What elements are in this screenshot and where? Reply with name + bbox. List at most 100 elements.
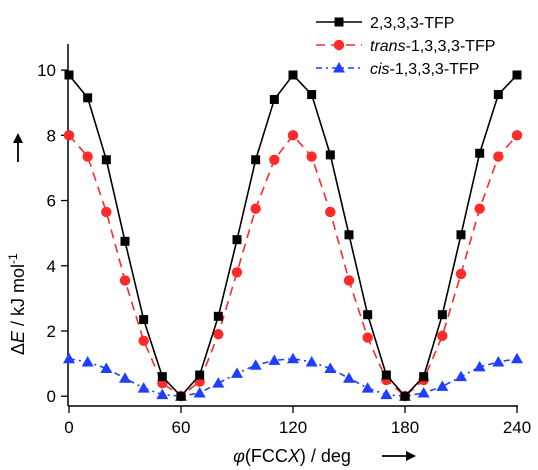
legend-entry: cis-1,3,3,3-TFP: [316, 61, 479, 78]
data-point: [361, 382, 374, 393]
data-point: [437, 330, 448, 342]
x-tick-label: 180: [391, 418, 419, 437]
data-point: [82, 151, 93, 162]
data-point: [333, 62, 345, 73]
data-point: [344, 230, 354, 240]
data-point: [400, 391, 410, 401]
data-point: [287, 130, 299, 141]
y-tick-label: 0: [47, 387, 56, 406]
data-point: [101, 206, 112, 218]
data-point: [231, 267, 243, 278]
data-point: [251, 155, 261, 165]
series-layer: [63, 70, 523, 402]
y-axis-label: ΔE / kJ mol-1: [6, 253, 28, 355]
data-point: [455, 268, 467, 280]
data-point: [325, 150, 335, 160]
data-point: [213, 311, 223, 321]
data-point: [456, 230, 466, 240]
data-point: [63, 352, 75, 364]
data-point: [63, 130, 75, 141]
data-point: [474, 203, 485, 214]
data-point: [81, 355, 94, 367]
data-point: [176, 391, 186, 401]
legend-entry: 2,3,3,3-TFP: [316, 15, 454, 32]
data-point: [287, 352, 299, 364]
data-point: [231, 367, 243, 378]
data-point: [249, 359, 262, 370]
data-point: [324, 362, 337, 373]
data-point: [120, 236, 130, 246]
data-point: [119, 372, 131, 383]
series-3: [63, 352, 523, 401]
data-point: [269, 94, 279, 104]
data-point: [333, 39, 345, 51]
data-point: [268, 354, 281, 365]
data-point: [137, 382, 150, 393]
data-point: [475, 148, 485, 158]
legend-label: trans-1,3,3,3-TFP: [370, 38, 495, 55]
x-axis-label: φ(FCCX) / deg: [233, 446, 351, 466]
y-tick-label: 2: [47, 322, 56, 341]
data-point: [417, 386, 430, 398]
data-point: [512, 70, 522, 80]
data-point: [363, 310, 373, 320]
data-point: [195, 370, 205, 380]
data-point: [101, 155, 111, 165]
x-tick-label: 0: [64, 418, 73, 437]
data-point: [250, 203, 261, 214]
data-point: [493, 151, 504, 162]
y-tick-label: 8: [47, 126, 56, 145]
data-point: [419, 372, 429, 382]
data-point: [213, 329, 224, 340]
data-point: [343, 372, 355, 383]
data-point: [64, 70, 74, 80]
data-point: [334, 17, 344, 27]
data-point: [492, 355, 505, 367]
data-point: [193, 386, 206, 398]
y-tick-label: 4: [47, 257, 56, 276]
series-line: [68, 357, 518, 398]
data-point: [325, 206, 336, 218]
legend: 2,3,3,3-TFP trans-1,3,3,3-TFP cis-1,3,3,3-…: [316, 15, 495, 78]
data-point: [473, 360, 486, 372]
data-point: [100, 362, 113, 373]
data-point: [288, 70, 298, 80]
x-tick-label: 60: [172, 418, 191, 437]
data-point: [381, 370, 391, 380]
legend-label: cis-1,3,3,3-TFP: [370, 61, 479, 78]
y-tick-label: 10: [37, 61, 56, 80]
legend-entry: trans-1,3,3,3-TFP: [316, 38, 495, 55]
data-point: [212, 377, 225, 388]
ticks: 0 60 120 180 240 0 2 4 6 8 10: [37, 61, 531, 437]
y-tick-label: 6: [47, 192, 56, 211]
data-point: [269, 154, 280, 165]
data-point: [343, 275, 355, 286]
series-1: [64, 70, 522, 401]
series-line: [68, 73, 518, 398]
data-point: [511, 130, 523, 141]
data-point: [138, 335, 149, 346]
data-point: [380, 388, 393, 400]
data-point: [156, 388, 169, 400]
data-point: [119, 275, 131, 286]
data-point: [362, 332, 373, 343]
data-point: [232, 235, 242, 245]
data-point: [436, 380, 449, 391]
data-point: [307, 90, 317, 100]
data-point: [306, 151, 317, 162]
x-axis-arrow: [382, 451, 416, 461]
data-point: [83, 93, 93, 103]
data-point: [437, 310, 447, 320]
axes: [67, 44, 518, 407]
data-point: [139, 315, 149, 325]
data-point: [305, 355, 318, 367]
x-tick-label: 120: [279, 418, 307, 437]
data-point: [157, 372, 167, 382]
x-tick-label: 240: [503, 418, 531, 437]
data-point: [511, 352, 523, 364]
data-point: [455, 370, 467, 382]
legend-label: 2,3,3,3-TFP: [370, 15, 454, 32]
y-axis-arrow: [13, 133, 23, 162]
data-point: [493, 90, 503, 100]
